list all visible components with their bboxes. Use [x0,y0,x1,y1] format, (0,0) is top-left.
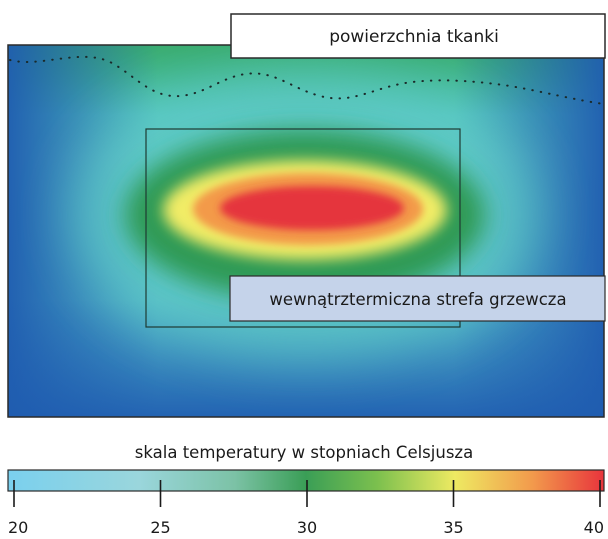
temperature-field [8,45,604,417]
heating-zone-callout: wewnątrztermiczna strefa grzewcza [229,275,606,322]
surface-label: powierzchnia tkanki [329,27,499,47]
scale-tick-label: 30 [297,518,317,537]
surface-dotted-line [9,55,605,105]
scale-tick-label: 25 [150,518,170,537]
scale-tick-label: 35 [443,518,463,537]
temperature-scale: skala temperatury w stopniach Celsjusza … [7,443,605,537]
scale-title: skala temperatury w stopniach Celsjusza [135,443,473,462]
heating-zone-outline [145,128,461,328]
surface-callout: powierzchnia tkanki [230,13,606,59]
scale-tick-label: 20 [8,518,28,537]
heating-zone-label: wewnątrztermiczna strefa grzewcza [269,290,566,309]
scale-tick-label: 40 [584,518,604,537]
color-scale-bar [7,469,605,492]
scale-ticks: 20 25 30 35 40 [8,480,604,537]
